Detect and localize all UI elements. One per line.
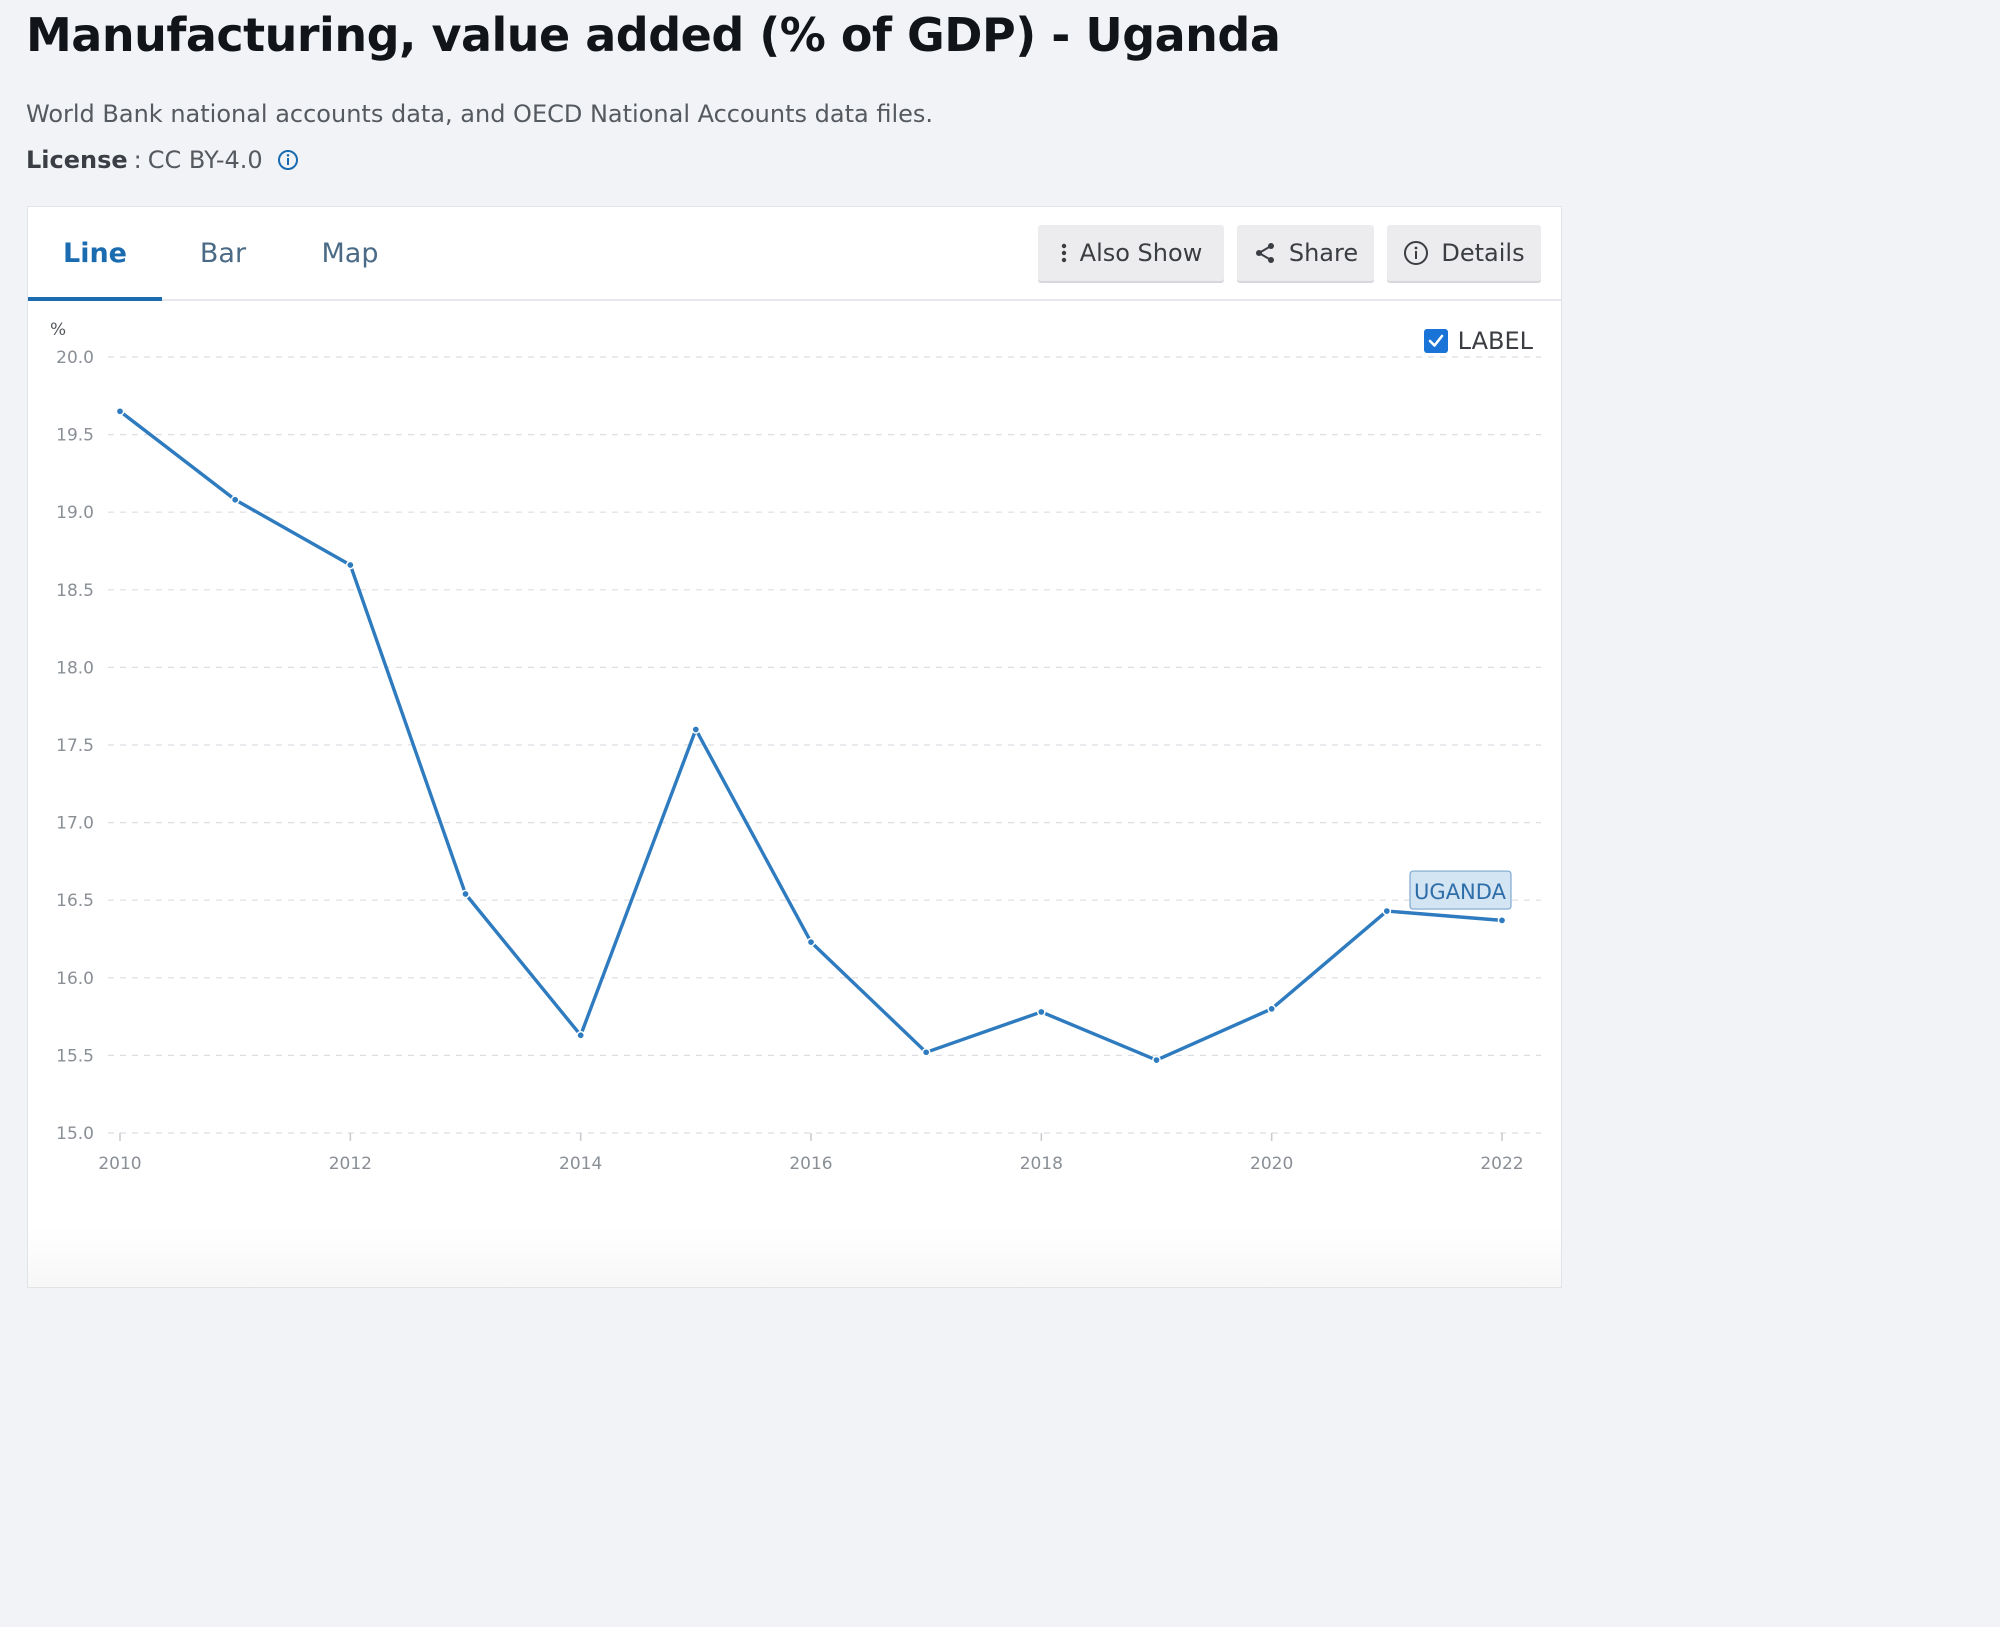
data-point [345,560,355,570]
chart-card: Line Bar Map Also Show [27,206,1562,1288]
y-tick-label: 19.0 [56,503,94,523]
tab-bar[interactable]: Bar [199,237,247,269]
x-tick-label: 2018 [1020,1154,1063,1174]
y-tick-label: 15.0 [56,1124,94,1144]
series-label-box [1409,870,1512,910]
details-button[interactable]: Details [1387,225,1541,281]
y-tick-label: 16.5 [56,891,94,911]
series-line [118,409,1503,1062]
data-point [1036,1007,1046,1017]
x-tick-label: 2012 [329,1154,372,1174]
series-label: UGANDA [1414,880,1507,904]
license-key: License [26,146,128,174]
y-tick-label: 19.5 [56,426,94,446]
x-tick-label: 2016 [789,1154,832,1174]
data-point [921,1047,931,1057]
y-tick-label: 16.0 [56,969,94,989]
x-tick-label: 2014 [559,1154,602,1174]
checkbox-checked-icon[interactable] [1423,329,1448,353]
y-axis-unit-label: % [50,320,66,340]
tab-line[interactable]: Line [28,207,162,301]
data-point [806,937,816,947]
data-point [1267,1004,1277,1014]
y-tick-label: 18.0 [56,658,94,678]
x-tick-label: 2020 [1250,1154,1293,1174]
line-chart: % 15.0 15.5 16.0 16.5 17.0 17.5 18.0 18.5 19.0 19.… [50,320,1541,1174]
also-show-label: Also Show [1079,239,1203,267]
license-line: License : CC BY-4.0 [26,146,299,174]
more-vertical-icon [1060,242,1068,264]
source-text: World Bank national accounts data, and O… [26,100,934,128]
data-point [1497,916,1507,925]
label-toggle[interactable]: LABEL [1423,327,1533,355]
data-point [461,889,470,899]
y-tick-label: 20.0 [56,348,94,368]
x-tick-label: 2022 [1480,1154,1523,1174]
y-tick-label: 17.0 [56,814,94,834]
share-label: Share [1288,239,1359,267]
y-tick-label: 17.5 [56,736,94,756]
y-tick-label: 18.5 [56,581,94,601]
info-icon[interactable] [277,149,299,171]
data-point [1382,906,1392,916]
bottom-fade [28,1227,1561,1287]
also-show-button[interactable]: Also Show [1038,225,1224,281]
data-point [1152,1055,1161,1065]
chart-tabs: Line Bar Map Also Show [28,207,1561,301]
y-tick-label: 15.5 [56,1046,94,1066]
data-point [115,406,125,416]
page-title: Manufacturing, value added (% of GDP) - … [26,8,1281,62]
details-label: Details [1441,239,1525,267]
license-separator: : [133,146,142,174]
data-point [691,725,701,734]
data-point [576,1030,586,1040]
license-value: CC BY-4.0 [147,146,263,174]
label-toggle-text: LABEL [1457,327,1533,355]
data-point [230,495,240,505]
info-circle-icon [1403,240,1429,266]
share-icon [1253,241,1277,265]
x-tick-label: 2010 [98,1154,141,1174]
share-button[interactable]: Share [1237,225,1374,281]
tab-map[interactable]: Map [321,237,379,269]
